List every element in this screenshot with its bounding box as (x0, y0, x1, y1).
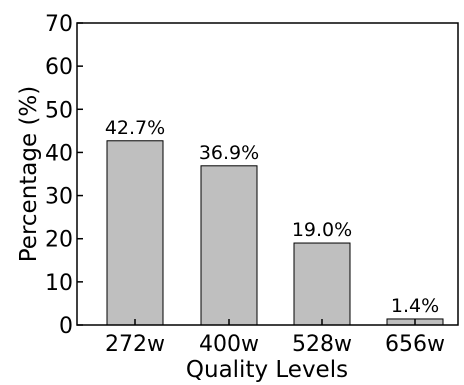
x-tick-label-400w: 400w (199, 332, 259, 357)
data-label-656w: 1.4% (391, 295, 439, 317)
x-tick-label-656w: 656w (385, 332, 445, 357)
y-axis-title: Percentage (%) (16, 86, 42, 263)
y-tick-label-30: 30 (45, 185, 73, 210)
plot-frame (76, 22, 459, 326)
y-tick-label-20: 20 (45, 228, 73, 253)
bar-528w (293, 242, 351, 326)
x-axis-title: Quality Levels (186, 357, 348, 383)
y-tick-label-0: 0 (59, 314, 73, 339)
data-label-528w: 19.0% (292, 219, 352, 241)
y-tick-label-10: 10 (45, 271, 73, 296)
bar-272w (106, 140, 164, 326)
y-ticks-group: 0 10 20 30 40 50 60 70 (45, 12, 83, 339)
x-tick-label-528w: 528w (292, 332, 352, 357)
x-tick-label-272w: 272w (105, 332, 165, 357)
bar-labels-group: 42.7% 36.9% 19.0% 1.4% (105, 117, 439, 317)
x-ticks-group: 272w 400w 528w 656w (105, 319, 445, 357)
y-tick-label-60: 60 (45, 55, 73, 80)
bar-400w (200, 165, 258, 326)
y-tick-label-50: 50 (45, 98, 73, 123)
y-tick-label-70: 70 (45, 12, 73, 37)
data-label-272w: 42.7% (105, 117, 165, 139)
y-tick-label-40: 40 (45, 141, 73, 166)
bars-group (106, 140, 444, 326)
data-label-400w: 36.9% (199, 142, 259, 164)
